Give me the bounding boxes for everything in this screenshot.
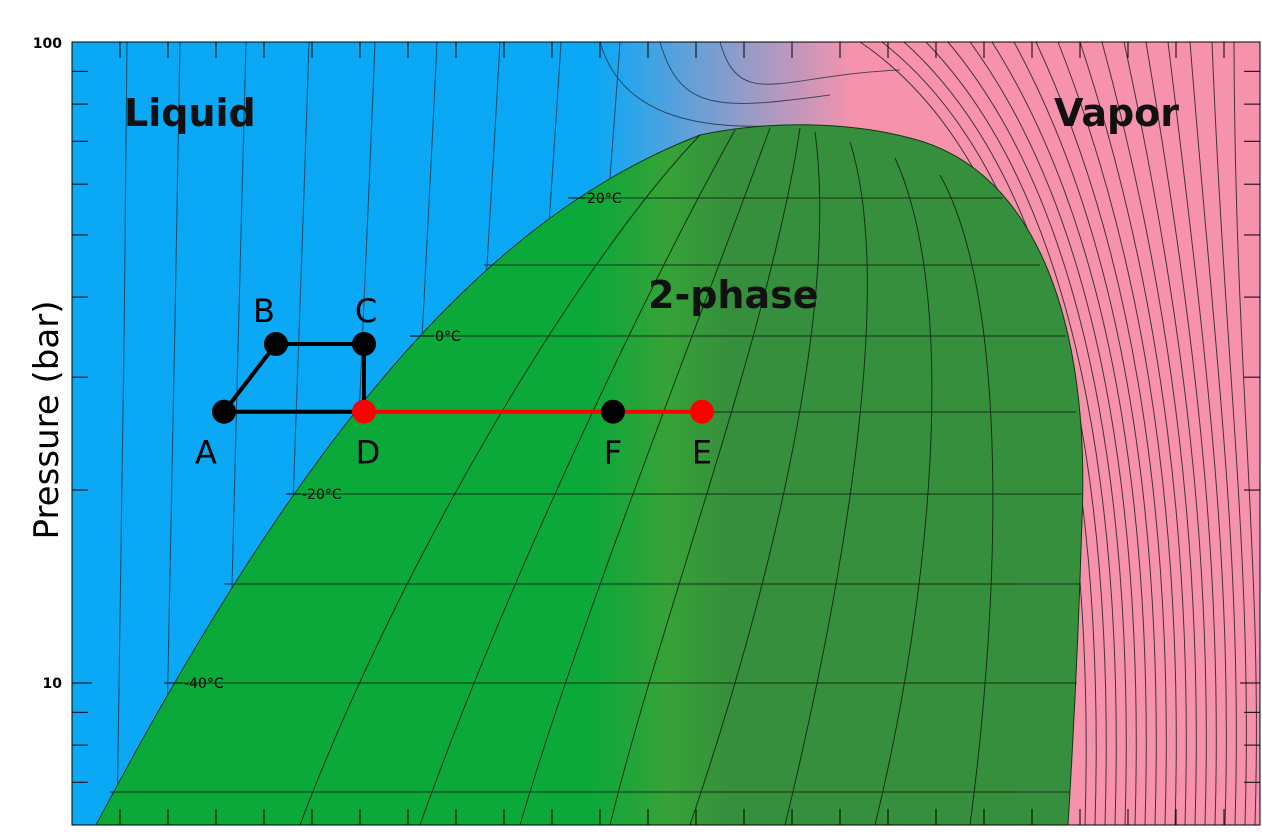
vapor-isotherm [1079, 42, 1187, 825]
cycle-points: A B C D F E [195, 292, 714, 472]
supercritical-isotherm [719, 42, 901, 85]
vapor-isotherm [991, 42, 1147, 825]
region-label-vapor: Vapor [1054, 91, 1179, 135]
dome-grid-lines [110, 127, 1082, 825]
point-f [601, 399, 625, 424]
vapor-isotherm [1101, 42, 1197, 825]
point-label-e: E [692, 434, 712, 472]
vapor-isotherm [1167, 42, 1227, 825]
vapor-isotherm [1233, 42, 1257, 825]
point-label-c: C [355, 292, 377, 330]
plot-border [71, 41, 1261, 826]
isotherm-labels: 20°C 0°C -20°C -40°C [164, 191, 622, 692]
point-d [352, 399, 376, 424]
vapor-isotherm [1145, 42, 1217, 825]
two-phase-dome [95, 124, 1084, 825]
y-tick-label-100: 100 [33, 36, 62, 52]
point-label-b: B [253, 292, 275, 330]
vapor-isotherm [1211, 42, 1247, 825]
point-a [212, 399, 236, 424]
point-label-d: D [356, 434, 381, 472]
vapor-isotherm [1189, 42, 1237, 825]
vapor-isotherm [1123, 42, 1207, 825]
point-b [264, 332, 288, 356]
vapor-isotherm [1013, 42, 1157, 825]
point-c [352, 332, 376, 356]
point-e [690, 399, 714, 424]
isotherm-label-0c: 0°C [435, 329, 461, 345]
isotherm-label-20c: 20°C [587, 191, 622, 207]
isotherm-label-minus40c: -40°C [184, 676, 224, 692]
point-label-f: F [604, 434, 622, 472]
isotherm-label-minus20c: -20°C [302, 487, 342, 503]
supercritical-isotherm [659, 42, 831, 104]
vapor-isotherm [1057, 42, 1177, 825]
vapor-isotherm [925, 42, 1117, 825]
region-label-liquid: Liquid [124, 91, 256, 135]
vapor-isotherm [969, 42, 1137, 825]
vapor-isotherm [947, 42, 1127, 825]
supercritical-isotherm [599, 42, 791, 127]
point-label-a: A [195, 434, 217, 472]
region-label-two-phase: 2-phase [648, 273, 819, 317]
vapor-isotherm [1035, 42, 1167, 825]
y-tick-label-10: 10 [43, 676, 63, 692]
y-axis-label: Pressure (bar) [27, 301, 67, 540]
axis-ticks [72, 41, 1260, 825]
liquid-isotherm [116, 42, 128, 825]
